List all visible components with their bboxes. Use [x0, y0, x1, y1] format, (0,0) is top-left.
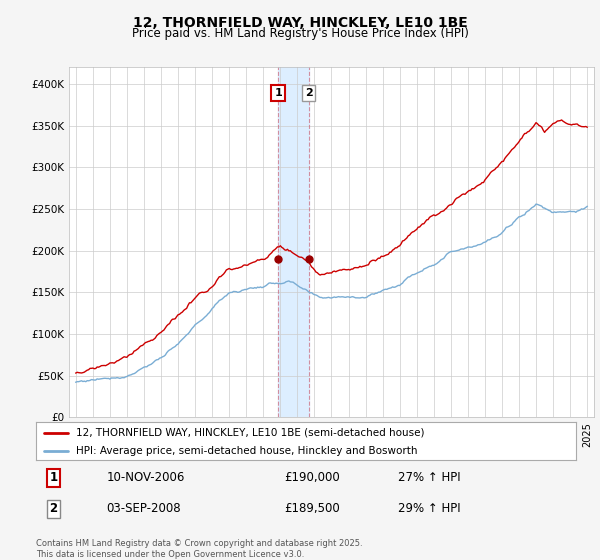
Text: 03-SEP-2008: 03-SEP-2008	[106, 502, 181, 515]
Text: 27% ↑ HPI: 27% ↑ HPI	[398, 471, 460, 484]
Text: 10-NOV-2006: 10-NOV-2006	[106, 471, 185, 484]
Text: 1: 1	[274, 88, 282, 98]
Bar	[278, 67, 309, 417]
Text: 12, THORNFIELD WAY, HINCKLEY, LE10 1BE: 12, THORNFIELD WAY, HINCKLEY, LE10 1BE	[133, 16, 467, 30]
Text: 2: 2	[305, 88, 313, 98]
Text: Contains HM Land Registry data © Crown copyright and database right 2025.
This d: Contains HM Land Registry data © Crown c…	[36, 539, 362, 559]
Text: HPI: Average price, semi-detached house, Hinckley and Bosworth: HPI: Average price, semi-detached house,…	[77, 446, 418, 456]
Text: 2: 2	[49, 502, 58, 515]
Text: 12, THORNFIELD WAY, HINCKLEY, LE10 1BE (semi-detached house): 12, THORNFIELD WAY, HINCKLEY, LE10 1BE (…	[77, 428, 425, 438]
Text: 1: 1	[49, 471, 58, 484]
Text: Price paid vs. HM Land Registry's House Price Index (HPI): Price paid vs. HM Land Registry's House …	[131, 27, 469, 40]
Text: £189,500: £189,500	[284, 502, 340, 515]
Text: £190,000: £190,000	[284, 471, 340, 484]
Text: 29% ↑ HPI: 29% ↑ HPI	[398, 502, 460, 515]
